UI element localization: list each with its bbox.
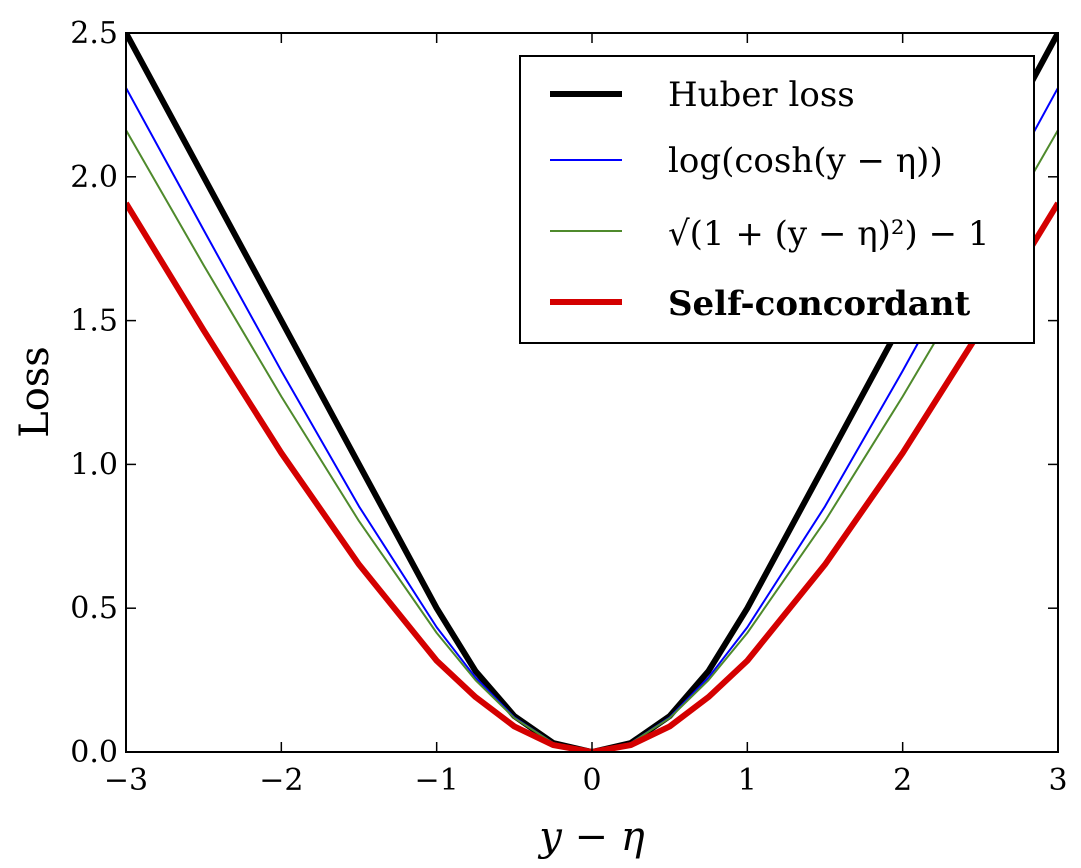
series-line-1 xyxy=(126,87,1058,752)
x-tick-label: 2 xyxy=(893,763,912,798)
series-line-0 xyxy=(126,33,1058,752)
legend-label-logcosh: log(cosh(y − η)) xyxy=(668,141,943,181)
y-tick-label: 1.5 xyxy=(70,304,118,339)
y-tick-labels: 0.0 0.5 1.0 1.5 2.0 2.5 xyxy=(70,16,118,770)
legend: Huber loss log(cosh(y − η)) √(1 + (y − η… xyxy=(519,55,1035,344)
series-line-2 xyxy=(126,129,1058,752)
x-tick-label: 0 xyxy=(582,763,601,798)
series-line-3 xyxy=(126,201,1058,752)
legend-label-pseudo-huber: √(1 + (y − η)²) − 1 xyxy=(668,214,990,254)
y-tick-label: 0.5 xyxy=(70,591,118,626)
y-axis-title: Loss xyxy=(12,346,58,438)
y-tick-label: 0.0 xyxy=(70,735,118,770)
legend-label-self-concordant: Self-concordant xyxy=(668,284,971,324)
series-group xyxy=(126,33,1058,752)
x-axis-title: y − η xyxy=(537,814,645,860)
legend-label-huber: Huber loss xyxy=(668,75,855,115)
x-tick-label: −2 xyxy=(259,763,303,798)
y-tick-label: 2.0 xyxy=(70,160,118,195)
legend-box xyxy=(519,55,1035,344)
x-tick-label: −1 xyxy=(415,763,459,798)
ticks-group xyxy=(125,32,1059,753)
x-tick-label: 3 xyxy=(1048,763,1067,798)
x-tick-labels: −3 −2 −1 0 1 2 3 xyxy=(104,763,1068,798)
y-tick-label: 1.0 xyxy=(70,447,118,482)
x-tick-label: 1 xyxy=(738,763,757,798)
x-tick-label: −3 xyxy=(104,763,148,798)
y-tick-label: 2.5 xyxy=(70,16,118,51)
